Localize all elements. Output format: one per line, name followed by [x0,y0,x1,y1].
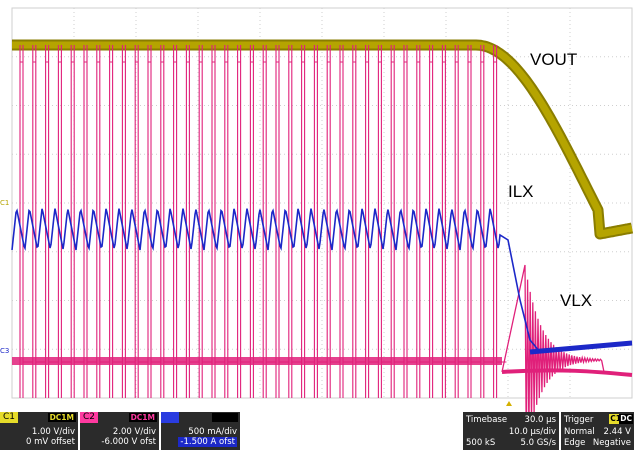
channel-markers: C1 C3 [0,199,9,355]
timebase-delay: 30.0 µs [524,415,556,425]
channel-3-descriptor[interactable]: 500 mA/div -1.500 A ofst [161,412,240,450]
ilx-tail [529,340,633,355]
channel-3-coupling [212,413,238,422]
ilx-ripple [11,208,633,353]
c3-marker: C3 [0,347,9,355]
vlx-tail [501,368,633,377]
trigger-position-marker [506,401,512,406]
trigger-slope: Negative [592,438,631,448]
timebase-rate: 5.0 GS/s [520,438,557,448]
channel-3-offset: -1.500 A ofst [178,437,237,447]
trigger-mode: Normal [564,427,595,437]
channel-3-tag [161,412,179,423]
trigger-type: Edge [564,438,586,448]
channel-1-offset: 0 mV offset [26,437,75,447]
c1-marker: C1 [0,199,9,207]
channel-2-descriptor[interactable]: C2 DC1M 2.00 V/div -6.000 V ofst [80,412,159,450]
trigger-label: Trigger [564,415,594,425]
trigger-descriptor[interactable]: Trigger C1 DC Normal 2.44 V Edge Negativ… [561,412,634,450]
vlx-label: VLX [560,291,592,310]
vout-trace [8,39,634,240]
graticule-grid [11,7,633,399]
vlx-pulses [19,45,507,398]
vlx-baseline [12,357,502,365]
channel-1-vdiv: 1.00 V/div [31,427,75,437]
ilx-trace [11,208,633,355]
timebase-label: Timebase [466,415,508,425]
vout-label: VOUT [530,50,577,69]
channel-2-coupling: DC1M [128,413,157,422]
channel-1-tag: C1 [0,412,18,423]
channel-1-coupling: DC1M [47,413,76,422]
ilx-label: ILX [508,182,534,201]
vlx-trace [12,45,633,448]
timebase-descriptor[interactable]: Timebase 30.0 µs 10.0 µs/div 500 kS 5.0 … [463,412,559,450]
channel-3-vdiv: 500 mA/div [188,427,237,437]
trigger-source: C1 [609,414,622,424]
vlx-ringing [501,264,633,448]
status-bar: C1 DC1M 1.00 V/div 0 mV offset C2 DC1M 2… [0,412,634,450]
channel-1-descriptor[interactable]: C1 DC1M 1.00 V/div 0 mV offset [0,412,78,450]
timebase-samples: 500 kS [466,438,496,448]
vout-band [8,39,634,240]
vout-core [10,41,634,238]
trigger-coupling: DC [619,414,633,424]
channel-2-tag: C2 [80,412,98,423]
trigger-level: 2.44 V [603,427,631,437]
channel-2-offset: -6.000 V ofst [101,437,156,447]
channel-2-vdiv: 2.00 V/div [112,427,156,437]
timebase-tdiv: 10.0 µs/div [508,427,556,437]
